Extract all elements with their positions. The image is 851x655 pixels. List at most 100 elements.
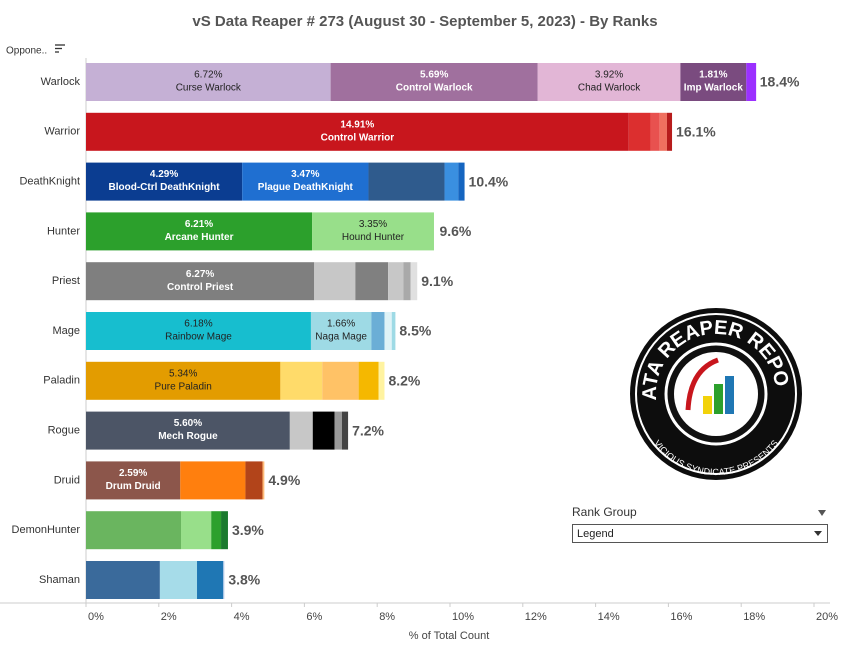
segment-name-label: Control Warrior	[321, 132, 395, 143]
chart-title: vS Data Reaper # 273 (August 30 - Septem…	[192, 13, 657, 30]
y-tick-label: DemonHunter	[12, 524, 81, 536]
filter[interactable]: Rank Group Legend	[572, 505, 828, 543]
y-tick-label: Hunter	[47, 225, 80, 237]
bar-segment	[223, 561, 225, 599]
bar-segment	[628, 112, 651, 151]
sort-icon[interactable]	[55, 44, 65, 53]
bar-segment	[680, 63, 747, 101]
total-label: 7.2%	[352, 422, 384, 438]
bar-segment	[537, 63, 681, 101]
filter-box[interactable]	[572, 524, 828, 543]
bar-segment	[86, 112, 629, 151]
segment-name-label: Blood-Ctrl DeathKnight	[109, 182, 221, 193]
x-tick-label: 12%	[525, 611, 547, 623]
bar-segment	[358, 361, 379, 400]
y-tick-label: Rogue	[48, 425, 80, 437]
total-label: 8.5%	[399, 323, 431, 339]
segment-name-label: Plague DeathKnight	[258, 182, 354, 193]
bar-segment	[86, 262, 315, 301]
bar-segment	[650, 112, 660, 151]
segment-value-label: 3.35%	[359, 219, 387, 230]
bar-segment	[384, 312, 392, 350]
segment-value-label: 1.81%	[699, 70, 727, 81]
bar-segment	[391, 312, 396, 350]
filter-arrow[interactable]	[818, 510, 826, 516]
bar-segment	[221, 511, 228, 550]
bar-segment	[666, 112, 673, 151]
bar-segment	[659, 112, 667, 151]
bar-segment	[458, 162, 465, 201]
segment-name-label: Drum Druid	[106, 481, 161, 492]
bar-segment	[310, 312, 372, 350]
bar-segment	[86, 361, 281, 400]
segment-value-label: 5.60%	[174, 418, 202, 429]
sort-label[interactable]: Oppone..	[6, 46, 47, 57]
bar-segment	[242, 162, 369, 201]
segment-name-label: Mech Rogue	[158, 431, 218, 442]
bar-segment	[280, 361, 323, 400]
bar-segment	[314, 262, 356, 301]
filter-value[interactable]: Legend	[577, 528, 614, 540]
segment-value-label: 6.27%	[186, 269, 214, 280]
total-label: 10.4%	[469, 173, 509, 189]
segment-value-label: 1.66%	[327, 319, 355, 330]
bar-segment	[355, 262, 389, 301]
total-label: 18.4%	[760, 74, 800, 90]
segment-value-label: 14.91%	[340, 119, 374, 130]
x-tick-label: 4%	[234, 611, 250, 623]
bar-segment	[289, 411, 313, 450]
bar-segment	[410, 262, 418, 301]
segment-name-label: Rainbow Mage	[165, 332, 232, 343]
segment-name-label: Hound Hunter	[342, 232, 405, 243]
bar-segment	[368, 162, 445, 201]
segment-value-label: 6.72%	[194, 70, 222, 81]
x-tick-label: 20%	[816, 611, 838, 623]
bar-segment	[86, 461, 181, 500]
bar-segment	[746, 63, 757, 101]
bar-segment	[378, 361, 385, 400]
total-label: 9.6%	[439, 223, 471, 239]
segment-name-label: Naga Mage	[315, 332, 367, 343]
segment-name-label: Imp Warlock	[684, 83, 744, 94]
total-label: 8.2%	[388, 373, 420, 389]
segment-name-label: Pure Paladin	[155, 381, 212, 392]
bar-segment	[341, 411, 349, 450]
segment-value-label: 5.34%	[169, 368, 197, 379]
segment-name-label: Arcane Hunter	[165, 232, 234, 243]
bar-segment	[180, 461, 246, 500]
bar-segment	[330, 63, 538, 101]
bar-segment	[334, 411, 342, 450]
segment-value-label: 6.18%	[184, 319, 212, 330]
bar-segment	[312, 411, 335, 450]
segment-value-label: 5.69%	[420, 70, 448, 81]
filter-title: Rank Group	[572, 505, 637, 519]
x-axis-title: % of Total Count	[409, 630, 490, 642]
bar-segment	[159, 561, 198, 599]
segment-value-label: 2.59%	[119, 468, 147, 479]
bar-segment	[371, 312, 385, 350]
y-tick-label: Shaman	[39, 574, 80, 586]
y-tick-label: Warrior	[44, 126, 80, 138]
y-tick-label: Mage	[52, 325, 80, 337]
segment-value-label: 3.92%	[595, 70, 623, 81]
bar-segment	[312, 212, 434, 251]
total-label: 3.8%	[228, 572, 260, 588]
segment-name-label: Curse Warlock	[176, 83, 242, 94]
x-tick-label: 6%	[306, 611, 322, 623]
total-label: 4.9%	[268, 472, 300, 488]
segment-name-label: Control Warlock	[396, 83, 473, 94]
bar-segment	[197, 561, 224, 599]
y-tick-label: Paladin	[43, 375, 80, 387]
bar-segment	[86, 561, 160, 599]
y-tick-label: Druid	[54, 474, 80, 486]
y-tick-label: DeathKnight	[19, 176, 80, 188]
filter-box-arrow[interactable]	[814, 531, 822, 536]
x-tick-label: 10%	[452, 611, 474, 623]
x-tick-label: 14%	[598, 611, 620, 623]
x-tick-label: 16%	[670, 611, 692, 623]
x-tick-label: 8%	[379, 611, 395, 623]
y-tick-label: Warlock	[41, 76, 81, 88]
bar-segment	[86, 212, 313, 251]
x-tick-label: 0%	[88, 611, 104, 623]
